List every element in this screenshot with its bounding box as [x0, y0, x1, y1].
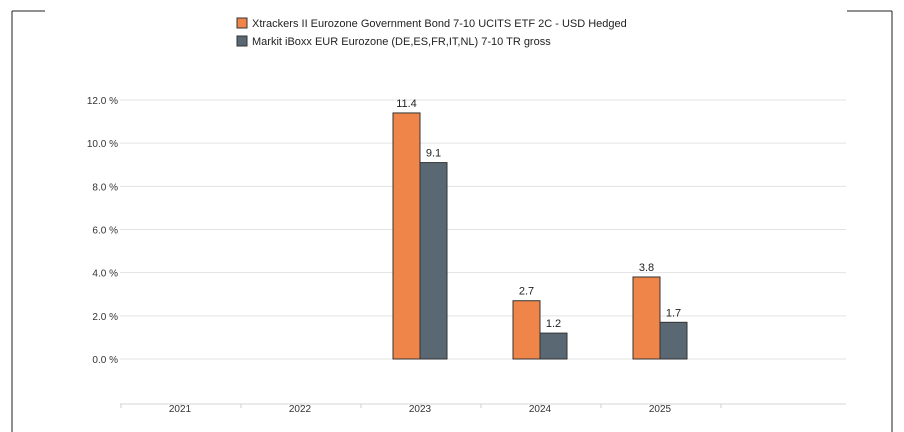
x-tick-label-2021: 2021 — [169, 404, 192, 415]
legend-item-series-1[interactable]: Xtrackers II Eurozone Government Bond 7-… — [236, 17, 627, 30]
data-labels: 11.4 9.1 2.7 1.2 3.8 1.7 — [396, 98, 681, 330]
data-label-series-2-2024: 1.2 — [546, 318, 561, 330]
y-tick-label-1: 2.0 % — [92, 312, 118, 323]
y-tick-label-5: 10.0 % — [87, 139, 118, 150]
data-label-series-2-2025: 1.7 — [666, 307, 681, 319]
legend-item-series-2[interactable]: Markit iBoxx EUR Eurozone (DE,ES,FR,IT,N… — [236, 35, 551, 48]
bar-series-1-2024[interactable] — [512, 300, 541, 360]
bar-series-2-2024[interactable] — [539, 332, 568, 360]
data-label-series-1-2023: 11.4 — [396, 98, 417, 110]
y-tick-label-0: 0.0 % — [92, 355, 118, 366]
grid — [120, 99, 846, 360]
x-axis: 2021 2022 2023 2024 2025 — [120, 403, 846, 415]
bar-series-2-2025[interactable] — [659, 321, 688, 360]
y-tick-label-2: 4.0 % — [92, 269, 118, 280]
data-label-series-1-2024: 2.7 — [519, 286, 534, 298]
y-axis: 0.0 % 2.0 % 4.0 % 6.0 % 8.0 % 10.0 % 12.0 % — [87, 96, 118, 366]
x-tick-label-2025: 2025 — [649, 404, 672, 415]
x-tick-label-2022: 2022 — [289, 404, 312, 415]
y-tick-label-6: 12.0 % — [87, 96, 118, 107]
x-tick-label-2024: 2024 — [529, 404, 552, 415]
data-label-series-1-2025: 3.8 — [639, 262, 654, 274]
bar-series-1-2025[interactable] — [632, 276, 661, 360]
legend: Xtrackers II Eurozone Government Bond 7-… — [236, 17, 627, 48]
y-tick-label-3: 6.0 % — [92, 226, 118, 237]
bar-series-2-2023[interactable] — [419, 162, 448, 360]
legend-swatch-series-1 — [236, 17, 248, 29]
x-tick-label-2023: 2023 — [409, 404, 432, 415]
bars — [392, 112, 688, 360]
legend-label-series-2: Markit iBoxx EUR Eurozone (DE,ES,FR,IT,N… — [252, 36, 551, 48]
data-label-series-2-2023: 9.1 — [426, 148, 441, 160]
bar-series-1-2023[interactable] — [392, 112, 421, 360]
y-tick-label-4: 8.0 % — [92, 182, 118, 193]
legend-swatch-series-2 — [236, 35, 248, 47]
legend-label-series-1: Xtrackers II Eurozone Government Bond 7-… — [252, 18, 627, 30]
